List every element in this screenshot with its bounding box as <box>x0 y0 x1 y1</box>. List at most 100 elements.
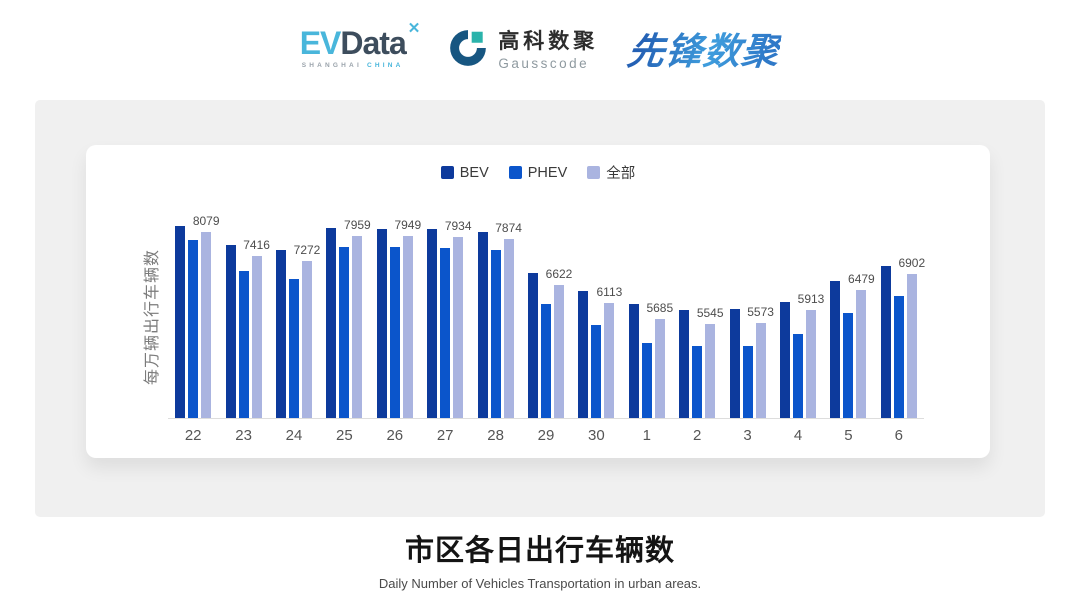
y-axis-title: 每万辆出行车辆数 <box>144 248 161 386</box>
bar-全部-day-27 <box>453 236 464 418</box>
evdata-tagline-city: SHANGHAI <box>301 62 362 69</box>
legend-label-全部: 全部 <box>606 166 636 182</box>
bar-BEV-day-6 <box>880 265 891 418</box>
bar-PHEV-day-29 <box>541 303 551 418</box>
bar-PHEV-day-25 <box>339 246 350 418</box>
legend-swatch-BEV <box>440 166 454 179</box>
bar-group-day-27: 7934 27 <box>427 219 472 444</box>
bar-group-day-29: 6622 29 <box>528 219 572 444</box>
title-block: 市区各日出行车辆数 Daily Number of Vehicles Trans… <box>0 527 1080 591</box>
bar-PHEV-day-27 <box>440 248 451 418</box>
bar-value-label-day-22: 8079 <box>192 213 220 228</box>
x-tick-label-1: 1 <box>642 427 651 444</box>
evdata-tagline-country: CHINA <box>366 62 404 69</box>
evdata-data-text: Data <box>340 25 406 61</box>
page-title: 市区各日出行车辆数 <box>404 535 675 567</box>
x-tick-label-23: 23 <box>235 427 252 444</box>
x-tick-label-4: 4 <box>793 427 803 444</box>
bar-PHEV-day-28 <box>490 250 501 418</box>
bar-group-day-5: 6479 5 <box>830 219 875 444</box>
bar-group-day-23: 7416 23 <box>225 219 270 444</box>
legend-swatch-PHEV <box>508 166 522 179</box>
bar-value-label-day-23: 7416 <box>243 237 270 252</box>
bar-group-day-2: 5545 2 <box>679 219 724 444</box>
bar-group-day-1: 5685 1 <box>628 219 673 444</box>
evdata-spark-icon: ✕ <box>407 20 421 37</box>
bar-value-label-day-28: 7874 <box>495 220 522 235</box>
bar-全部-day-30 <box>604 303 615 418</box>
bar-group-day-6: 6902 6 <box>880 219 925 444</box>
bar-value-label-day-2: 5545 <box>696 305 724 320</box>
bar-group-day-30: 6113 30 <box>578 219 622 444</box>
bar-value-label-day-25: 7959 <box>344 217 371 232</box>
bar-BEV-day-30 <box>578 290 589 418</box>
bar-group-day-22: 8079 22 <box>175 214 220 444</box>
legend-item-BEV[interactable]: BEV <box>440 164 489 181</box>
evdata-logo: EV Data ✕ SHANGHAI CHINA <box>299 21 421 69</box>
legend-label-BEV: BEV <box>459 164 489 181</box>
bar-全部-day-6 <box>906 274 917 418</box>
bar-BEV-day-1 <box>628 304 639 418</box>
bar-PHEV-day-26 <box>389 247 400 418</box>
bar-value-label-day-4: 5913 <box>797 292 825 307</box>
x-tick-label-6: 6 <box>894 427 903 444</box>
evdata-ev-text: EV <box>299 25 342 61</box>
bar-PHEV-day-22 <box>188 239 199 418</box>
legend-label-PHEV: PHEV <box>527 164 568 181</box>
legend-item-PHEV[interactable]: PHEV <box>508 164 568 181</box>
x-tick-label-25: 25 <box>336 427 353 444</box>
bar-BEV-day-23 <box>225 245 236 418</box>
bar-BEV-day-27 <box>427 228 438 418</box>
gausscode-name-cn: 高科数聚 <box>498 30 599 53</box>
bar-group-day-24: 7272 24 <box>276 219 320 444</box>
bar-BEV-day-5 <box>830 280 841 418</box>
bar-group-day-26: 7949 26 <box>376 218 421 444</box>
x-tick-label-26: 26 <box>386 427 404 444</box>
bar-PHEV-day-4 <box>793 333 803 418</box>
bar-BEV-day-28 <box>477 232 488 418</box>
x-tick-label-28: 28 <box>487 427 504 444</box>
bar-group-day-3: 5573 3 <box>729 219 774 444</box>
x-tick-label-22: 22 <box>184 427 202 444</box>
evdata-tagline: SHANGHAI CHINA <box>300 62 404 69</box>
bar-BEV-day-4 <box>780 301 790 418</box>
bar-全部-day-29 <box>554 284 564 418</box>
gausscode-name-en: Gausscode <box>498 56 590 71</box>
chart-panel: BEV PHEV 全部 每万辆出行车辆数 8079 22 7416 23 7272 24 795… <box>35 100 1045 517</box>
legend-swatch-全部 <box>587 166 601 179</box>
chart-legend: BEV PHEV 全部 <box>86 162 990 183</box>
bar-全部-day-2 <box>705 323 716 418</box>
gausscode-g-icon <box>450 30 487 66</box>
x-tick-label-24: 24 <box>285 427 303 444</box>
bar-value-label-day-30: 6113 <box>596 285 623 299</box>
bar-value-label-day-6: 6902 <box>898 256 926 271</box>
bar-全部-day-5 <box>856 289 867 418</box>
bar-value-label-day-27: 7934 <box>444 218 472 233</box>
plot-area: 8079 22 7416 23 7272 24 7959 25 7949 26 7934 27 7874… <box>168 214 925 444</box>
bar-全部-day-1 <box>654 318 665 418</box>
bar-PHEV-day-24 <box>289 278 299 418</box>
bar-value-label-day-24: 7272 <box>293 242 321 257</box>
legend-item-全部[interactable]: 全部 <box>587 162 635 183</box>
x-tick-label-3: 3 <box>743 427 752 444</box>
bar-value-label-day-29: 6622 <box>545 266 573 281</box>
bar-PHEV-day-3 <box>742 346 753 418</box>
pioneer-logo: 先锋数聚 <box>625 21 784 75</box>
chart-card: BEV PHEV 全部 每万辆出行车辆数 8079 22 7416 23 7272 24 795… <box>86 145 990 458</box>
bar-BEV-day-25 <box>326 227 337 418</box>
x-tick-label-30: 30 <box>588 427 605 444</box>
bar-全部-day-26 <box>402 236 413 418</box>
bar-BEV-day-22 <box>175 225 186 418</box>
gausscode-logo: 高科数聚 Gausscode <box>447 25 598 71</box>
bar-PHEV-day-1 <box>641 342 652 418</box>
x-tick-label-5: 5 <box>844 427 853 444</box>
bar-PHEV-day-6 <box>893 296 904 418</box>
bar-BEV-day-3 <box>729 308 740 418</box>
bar-value-label-day-1: 5685 <box>646 300 674 315</box>
bar-BEV-day-29 <box>528 273 538 418</box>
bar-全部-day-3 <box>755 322 766 418</box>
bar-group-day-25: 7959 25 <box>326 218 371 444</box>
bar-全部-day-24 <box>302 260 312 418</box>
bar-PHEV-day-23 <box>238 271 249 418</box>
